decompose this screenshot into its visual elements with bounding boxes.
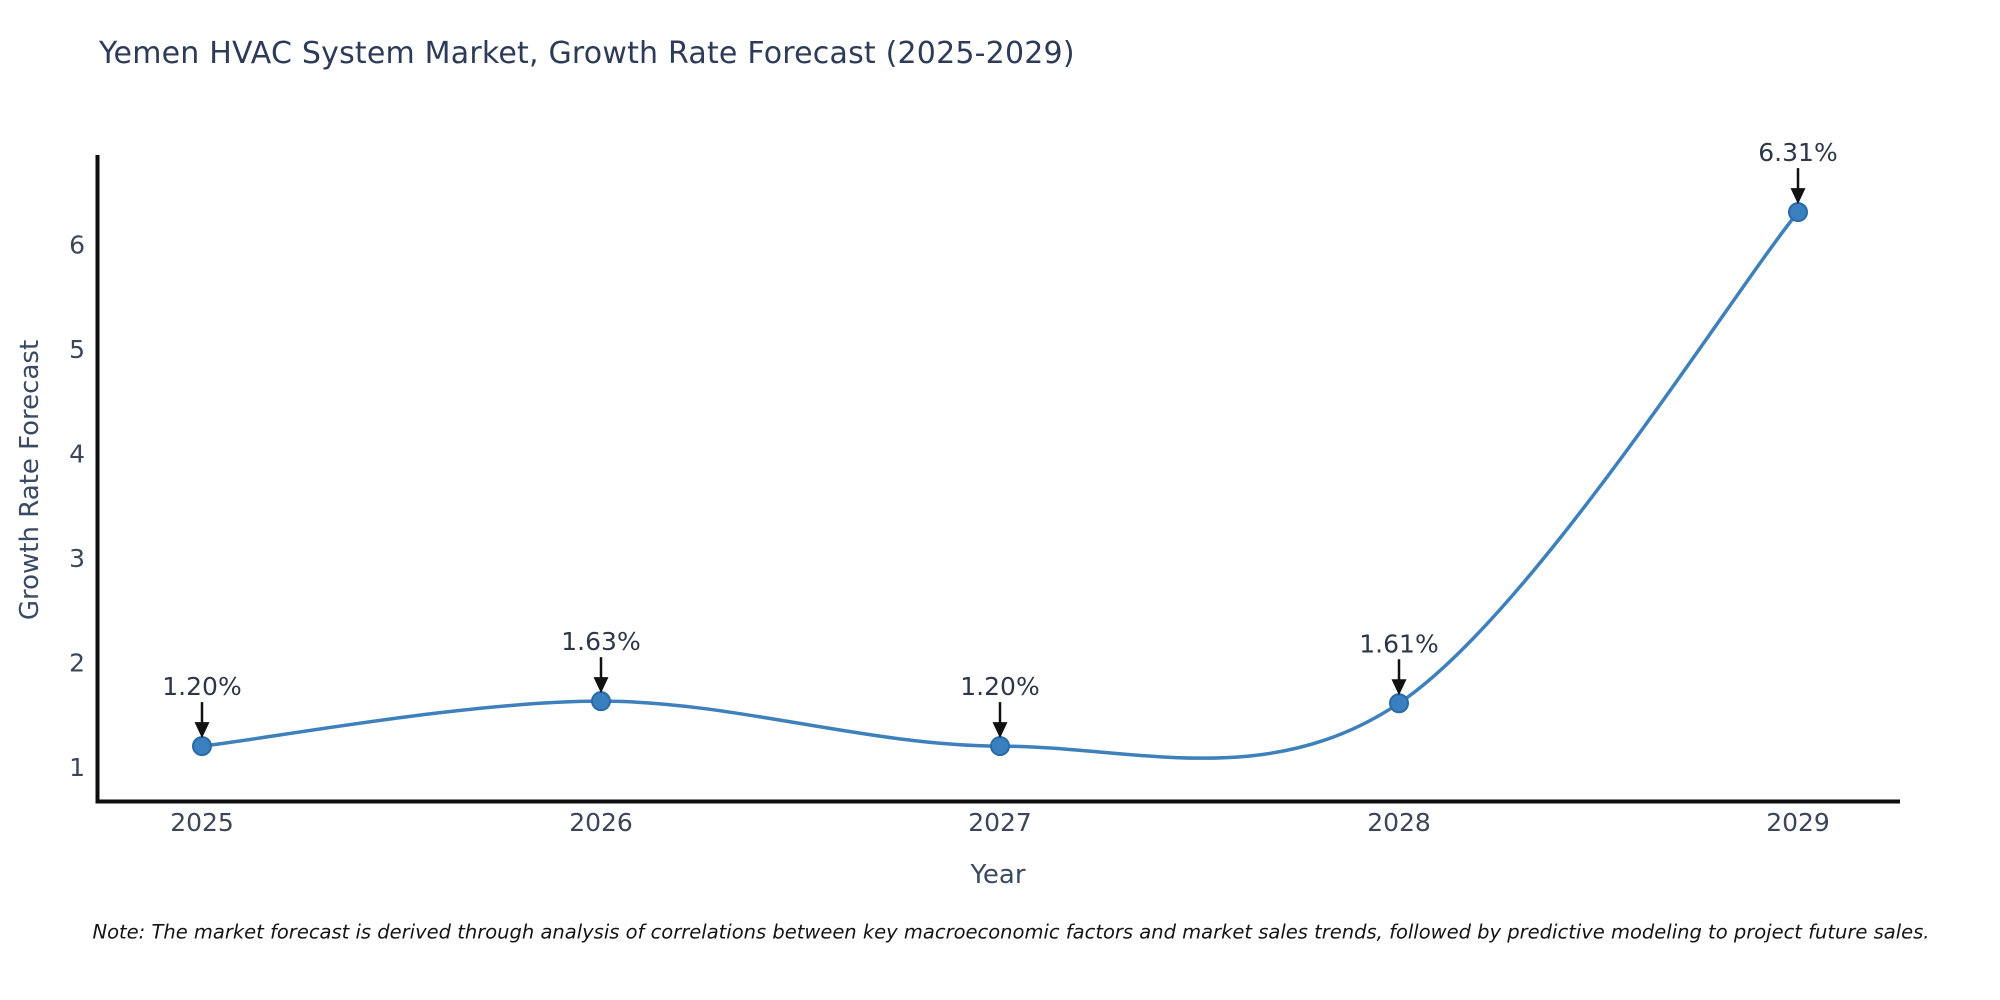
- data-point-marker: [1389, 693, 1409, 714]
- annotation: 1.63%: [561, 627, 641, 694]
- annotation-arrowhead-icon: [194, 722, 210, 739]
- chart-title: Yemen HVAC System Market, Growth Rate Fo…: [99, 36, 1075, 71]
- y-tick-label: 5: [69, 335, 85, 364]
- data-point-marker: [591, 691, 611, 712]
- y-tick-label: 3: [69, 544, 85, 573]
- annotation: 1.20%: [162, 672, 242, 739]
- annotation-label: 1.63%: [561, 627, 640, 656]
- annotation: 6.31%: [1758, 138, 1838, 205]
- annotation: 1.20%: [960, 672, 1040, 739]
- annotation-arrowhead-icon: [992, 722, 1008, 739]
- y-tick-label: 2: [69, 649, 85, 678]
- annotation-label: 1.20%: [162, 672, 241, 701]
- annotation-arrowhead-icon: [593, 677, 609, 694]
- annotation-label: 1.20%: [960, 672, 1039, 701]
- data-point-marker: [192, 736, 212, 757]
- annotation-arrowhead-icon: [1391, 679, 1407, 696]
- x-tick-label: 2027: [968, 808, 1032, 837]
- footnote: Note: The market forecast is derived thr…: [92, 920, 1930, 944]
- x-tick-label: 2026: [569, 808, 633, 837]
- y-tick-label: 4: [69, 440, 85, 469]
- annotation-arrowhead-icon: [1790, 188, 1806, 205]
- x-tick-label: 2029: [1766, 808, 1830, 837]
- data-point-marker: [1788, 202, 1808, 223]
- y-tick-label: 6: [69, 231, 85, 260]
- annotation: 1.61%: [1359, 629, 1439, 696]
- annotation-label: 6.31%: [1758, 138, 1837, 167]
- forecast-line: [200, 210, 1800, 760]
- x-tick-label: 2028: [1367, 808, 1431, 837]
- y-tick-label: 1: [69, 753, 85, 782]
- annotation-label: 1.61%: [1359, 629, 1438, 658]
- x-tick-label: 2025: [170, 808, 234, 837]
- data-point-marker: [990, 736, 1010, 757]
- x-axis-title: Year: [970, 860, 1026, 890]
